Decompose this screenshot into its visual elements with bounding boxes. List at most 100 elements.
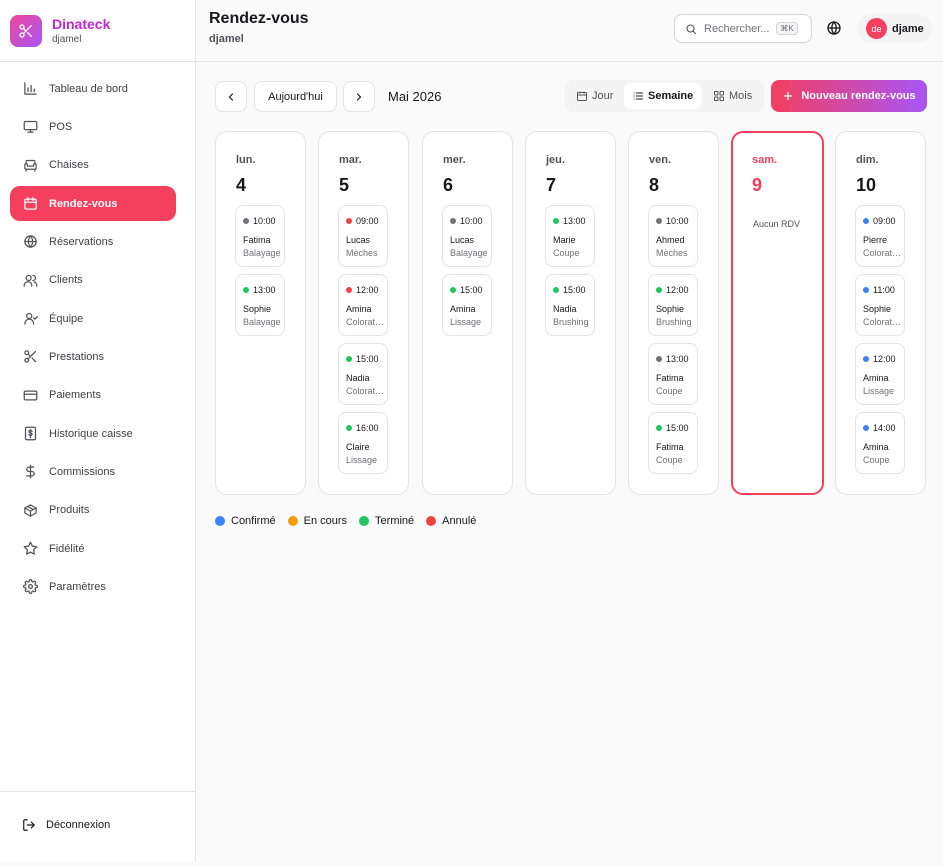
day-column[interactable]: lun. 4 10:00 Fatima Balayage 13:00 Sophie Balay… (215, 131, 306, 495)
status-dot (656, 356, 662, 362)
view-week-button[interactable]: Semaine (624, 83, 702, 109)
view-month-button[interactable]: Mois (705, 83, 760, 109)
appointment-card[interactable]: 09:00 Pierre Coloration (855, 205, 905, 267)
appointment-card[interactable]: 13:00 Fatima Coupe (648, 343, 698, 405)
appointment-card[interactable]: 12:00 Amina Lissage (855, 343, 905, 405)
appointment-client: Marie (553, 235, 576, 245)
day-name: ven. (649, 154, 672, 166)
sidebar-item-globe[interactable]: Réservations (10, 224, 176, 259)
day-column[interactable]: dim. 10 09:00 Pierre Coloration 11:00 Sophie Co… (835, 131, 926, 495)
sidebar-item-scissors[interactable]: Prestations (10, 339, 176, 374)
legend-label: Confirmé (231, 515, 276, 527)
legend-dot (215, 516, 225, 526)
user-menu[interactable]: de djame (857, 14, 932, 43)
sidebar-item-credit-card[interactable]: Paiements (10, 378, 176, 413)
view-day-label: Jour (592, 90, 614, 102)
appointment-client: Fatima (656, 442, 684, 452)
appointment-time: 09:00 (873, 216, 896, 226)
settings-icon (23, 579, 38, 595)
grid-icon (714, 91, 724, 101)
appointment-card[interactable]: 09:00 Lucas Mèches (338, 205, 388, 267)
appointment-client: Lucas (346, 235, 371, 245)
day-name: jeu. (546, 154, 565, 166)
legend-dot (287, 516, 298, 526)
sidebar-item-receipt[interactable]: Historique caisse (10, 416, 176, 451)
appointment-card[interactable]: 11:00 Sophie Coloration (855, 274, 905, 336)
logout-button[interactable]: Déconnexion (22, 818, 110, 832)
appointment-time-row: 12:00 (656, 285, 689, 295)
view-day-button[interactable]: Jour (568, 83, 621, 109)
appointment-card[interactable]: 10:00 Lucas Balayage (442, 205, 492, 267)
appointment-card[interactable]: 13:00 Sophie Balayage (235, 274, 285, 336)
appointment-time: 11:00 (873, 285, 895, 295)
day-number: 10 (856, 175, 877, 195)
scissors-icon (24, 350, 37, 364)
appointment-time-row: 10:00 (450, 216, 483, 226)
sidebar-item-dollar[interactable]: Commissions (10, 454, 176, 489)
appointment-card[interactable]: 15:00 Fatima Coupe (648, 412, 698, 474)
appointment-service: Coloration (346, 386, 386, 396)
appointment-client: Amina (863, 442, 889, 452)
sidebar-item-settings[interactable]: Paramètres (10, 569, 176, 604)
brand[interactable]: Dinateck djamel (10, 15, 110, 47)
legend-item: En cours (287, 515, 347, 527)
new-appointment-button[interactable]: Nouveau rendez-vous (771, 80, 927, 112)
appointment-time: 10:00 (460, 216, 483, 226)
prev-week-button[interactable] (215, 81, 247, 112)
brand-subtitle: djamel (52, 34, 82, 45)
appointment-time: 10:00 (253, 216, 276, 226)
sidebar-item-team[interactable]: Équipe (10, 301, 176, 336)
sidebar-item-bar-chart[interactable]: Tableau de bord (10, 71, 176, 106)
appointment-time-row: 15:00 (553, 285, 586, 295)
appointment-client: Sophie (863, 304, 892, 314)
appointment-card[interactable]: 15:00 Nadia Coloration (338, 343, 388, 405)
day-column[interactable]: sam. 9 Aucun RDV (731, 131, 824, 495)
appointment-card[interactable]: 12:00 Sophie Brushing (648, 274, 698, 336)
appointment-card[interactable]: 13:00 Marie Coupe (545, 205, 595, 267)
dollar-icon (26, 465, 35, 479)
plus-icon (784, 91, 793, 101)
day-column[interactable]: mar. 5 09:00 Lucas Mèches 12:00 Amina Coloratio… (318, 131, 409, 495)
sidebar-item-monitor[interactable]: POS (10, 109, 176, 144)
appointment-time-row: 15:00 (346, 354, 379, 364)
sidebar-item-star[interactable]: Fidélité (10, 531, 176, 566)
appointment-card[interactable]: 16:00 Claire Lissage (338, 412, 388, 474)
day-column[interactable]: mer. 6 10:00 Lucas Balayage 15:00 Amina Lissage (422, 131, 513, 495)
sidebar-item-label: Fidélité (49, 542, 85, 555)
sidebar-item-armchair[interactable]: Chaises (10, 148, 176, 183)
legend-label: Annulé (442, 515, 477, 527)
status-dot (346, 218, 352, 224)
day-column[interactable]: jeu. 7 13:00 Marie Coupe 15:00 Nadia Brushing (525, 131, 616, 495)
chevron-right-icon (356, 92, 362, 101)
appointment-time-row: 09:00 (863, 216, 896, 226)
sidebar-item-users[interactable]: Clients (10, 263, 176, 298)
appointment-client: Amina (450, 304, 476, 314)
status-dot (346, 425, 352, 431)
appointment-client: Pierre (863, 235, 888, 245)
appointment-service: Balayage (243, 317, 281, 327)
sidebar-item-package[interactable]: Produits (10, 493, 176, 528)
legend-item: Annulé (426, 515, 476, 527)
divider (0, 61, 195, 62)
search-icon (686, 23, 697, 34)
appointment-card[interactable]: 10:00 Fatima Balayage (235, 205, 285, 267)
armchair-icon (24, 159, 37, 172)
star-icon (23, 541, 38, 555)
appointment-card[interactable]: 15:00 Amina Lissage (442, 274, 492, 336)
calendar-icon (577, 91, 587, 101)
bar-chart-icon (24, 82, 37, 95)
legend-label: Terminé (375, 515, 415, 527)
appointment-card[interactable]: 14:00 Amina Coupe (855, 412, 905, 474)
today-button[interactable]: Aujourd'hui (254, 81, 337, 112)
day-column[interactable]: ven. 8 10:00 Ahmed Mèches 12:00 Sophie Brushing… (628, 131, 719, 495)
sidebar-nav: Tableau de bord POS Chaises Rendez-vous Rése… (10, 71, 176, 608)
appointment-card[interactable]: 10:00 Ahmed Mèches (648, 205, 698, 267)
appointment-card[interactable]: 15:00 Nadia Brushing (545, 274, 595, 336)
page-subtitle: djamel (209, 33, 244, 45)
appointment-card[interactable]: 12:00 Amina Coloration (338, 274, 388, 336)
sidebar-item-calendar[interactable]: Rendez-vous (10, 186, 176, 222)
language-globe-icon[interactable] (826, 20, 842, 36)
day-number: 4 (236, 175, 247, 195)
search-input[interactable]: Rechercher... ⌘K (674, 14, 812, 43)
next-week-button[interactable] (343, 81, 375, 112)
